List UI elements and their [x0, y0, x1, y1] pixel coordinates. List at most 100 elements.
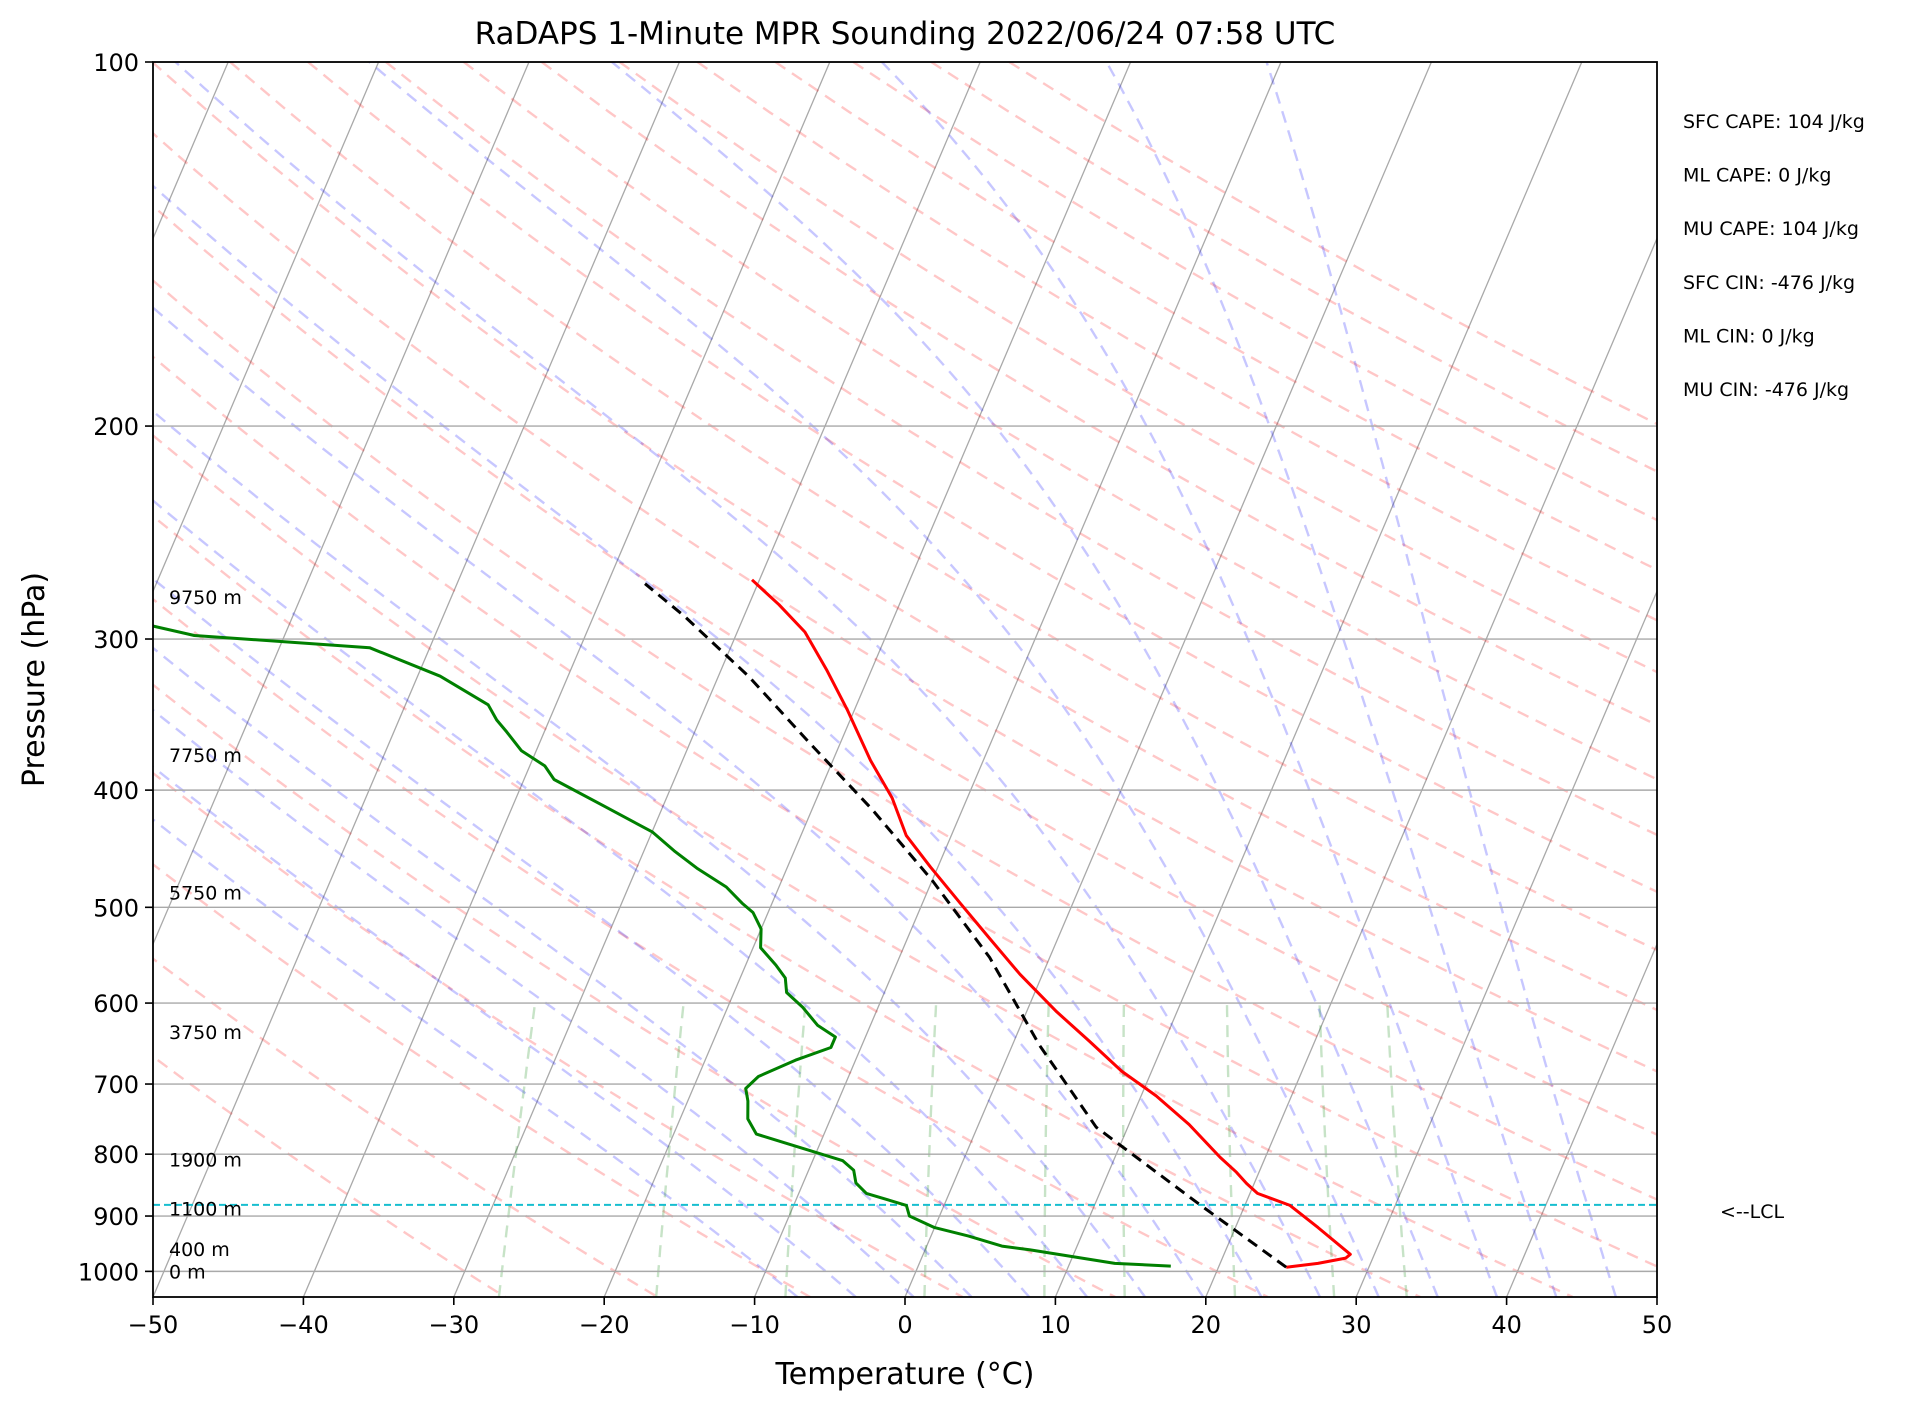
dry-adiabat-line: [852, 62, 1657, 522]
mixing-ratio-line: [1121, 1003, 1126, 1297]
isotherm-line: [1355, 589, 1657, 1297]
height-label: 9750 m: [169, 587, 242, 609]
isotherm-line: [904, 62, 1432, 1297]
y-tick-label: 200: [93, 413, 139, 441]
mixing-ratio-line: [1318, 1003, 1336, 1297]
x-tick-label: 20: [1191, 1311, 1222, 1339]
moist-adiabat-line: [153, 184, 1263, 1297]
dry-adiabat-line: [153, 683, 1116, 1297]
moist-adiabat-line: [153, 577, 1031, 1297]
dry-adiabat-line: [153, 1055, 506, 1297]
dry-adiabat-line: [153, 597, 1269, 1297]
moist-adiabat-line: [153, 409, 1146, 1297]
dry-adiabat-line: [618, 62, 1657, 674]
dry-adiabat-line: [153, 131, 1657, 1073]
dry-adiabat-line: [696, 62, 1657, 622]
sounding-series: [153, 578, 1352, 1269]
mixing-ratio-line: [1386, 1003, 1408, 1297]
height-label: 0 m: [169, 1261, 206, 1283]
height-label: 1900 m: [169, 1149, 242, 1171]
dry-adiabat-line: [229, 62, 1657, 952]
y-tick-label: 900: [93, 1203, 139, 1231]
y-tick-label: 500: [93, 894, 139, 922]
height-label: 5750 m: [169, 882, 242, 904]
index-text: MU CAPE: 104 J/kg: [1683, 218, 1859, 240]
index-text: ML CAPE: 0 J/kg: [1683, 165, 1831, 187]
height-label: 1100 m: [169, 1198, 242, 1220]
moist-adiabat-line: [174, 62, 1322, 1297]
moist-adiabat-line: [611, 62, 1439, 1297]
parcel-line: [644, 582, 1288, 1269]
x-axis-ticks: −50 −40 −30 −20 −10 0 10 20 30 40 50: [128, 1297, 1673, 1339]
moist-adiabat-line: [881, 62, 1499, 1297]
moist-adiabat-line: [153, 646, 973, 1297]
dewpoint-line: [153, 624, 1171, 1268]
moist-adiabat-line: [153, 306, 1205, 1297]
mixing-ratio-line: [1225, 1003, 1237, 1297]
x-tick-label: 50: [1642, 1311, 1673, 1339]
dry-adiabat-line: [153, 355, 1657, 1268]
y-tick-label: 300: [93, 626, 139, 654]
moist-adiabat-line: [153, 499, 1089, 1297]
x-tick-label: −30: [428, 1311, 479, 1339]
x-axis-label: Temperature (°C): [775, 1357, 1035, 1392]
dry-adiabat-line: [930, 62, 1657, 473]
dry-adiabat-line: [153, 278, 1657, 1201]
moist-adiabat-line: [153, 765, 857, 1297]
isotherm-line: [603, 62, 1132, 1297]
y-tick-label: 800: [93, 1141, 139, 1169]
dry-adiabat-line: [153, 514, 1421, 1297]
index-text: ML CIN: 0 J/kg: [1683, 325, 1815, 347]
dry-adiabat-line: [463, 62, 1657, 781]
x-tick-label: 0: [897, 1311, 912, 1339]
index-text: SFC CAPE: 104 J/kg: [1683, 111, 1865, 133]
index-text: MU CIN: -476 J/kg: [1683, 379, 1849, 401]
x-tick-label: 40: [1491, 1311, 1522, 1339]
mixing-ratio-line: [1043, 1003, 1050, 1297]
mixing-ratio-line: [654, 1002, 685, 1297]
chart-title: RaDAPS 1-Minute MPR Sounding 2022/06/24 …: [475, 16, 1336, 52]
dry-adiabat-line: [1008, 62, 1657, 426]
mixing-ratio-line: [923, 1003, 938, 1297]
isotherm-line: [1506, 942, 1657, 1297]
lcl-label: <--LCL: [1720, 1201, 1784, 1223]
x-tick-label: −40: [278, 1311, 329, 1339]
y-tick-label: 600: [93, 990, 139, 1018]
isotherm-line: [754, 62, 1282, 1297]
dry-adiabat-line: [153, 433, 1574, 1297]
dry-adiabat-line: [307, 62, 1657, 894]
stability-indices: SFC CAPE: 104 J/kg ML CAPE: 0 J/kg MU CAPE…: [1683, 111, 1865, 401]
dry-adiabat-line: [153, 957, 659, 1297]
temperature-line: [750, 578, 1352, 1269]
y-axis-label: Pressure (hPa): [17, 572, 52, 787]
height-label: 400 m: [169, 1239, 230, 1261]
x-tick-label: −10: [729, 1311, 780, 1339]
y-tick-label: 400: [93, 777, 139, 805]
y-tick-label: 1000: [78, 1258, 139, 1286]
mixing-ratio-line: [784, 1003, 807, 1297]
x-tick-label: −50: [128, 1311, 179, 1339]
isotherm-line: [153, 62, 380, 593]
moist-adiabat-line: [1105, 62, 1558, 1297]
isotherm-line: [153, 62, 530, 946]
moist-adiabat-line: [1265, 62, 1618, 1297]
dry-adiabat-line: [153, 771, 964, 1297]
height-label: 7750 m: [169, 745, 242, 767]
height-label: 3750 m: [169, 1022, 242, 1044]
x-tick-label: 30: [1341, 1311, 1372, 1339]
background-lines: [153, 62, 1657, 1297]
isotherm-line: [453, 62, 981, 1297]
isotherm-line: [1656, 1295, 1657, 1297]
isotherm-line: [153, 62, 680, 1297]
isotherm-line: [302, 62, 831, 1297]
moist-adiabat-line: [153, 708, 915, 1297]
moist-adiabat-line: [368, 62, 1380, 1297]
x-tick-label: −20: [579, 1311, 630, 1339]
y-axis-ticks: 100 200 300 400 500 600 700 800 900 1000: [78, 49, 153, 1286]
index-text: SFC CIN: -476 J/kg: [1683, 272, 1855, 294]
isotherm-line: [1205, 236, 1657, 1297]
dry-adiabat-line: [153, 862, 811, 1297]
isotherm-line: [1054, 62, 1583, 1297]
